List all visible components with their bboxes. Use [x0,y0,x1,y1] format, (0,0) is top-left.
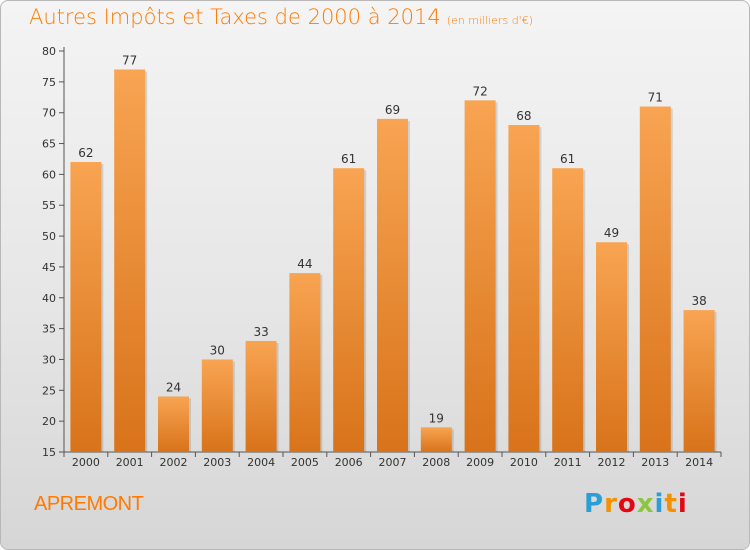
data-label: 62 [78,146,93,160]
x-tick-label: 2006 [335,456,363,469]
data-label: 49 [604,226,619,240]
y-tick-label: 30 [42,353,56,366]
data-label: 61 [341,152,356,166]
bar [377,118,408,452]
x-tick-label: 2001 [116,456,144,469]
chart-subtitle: (en milliers d'€) [446,14,533,27]
proxiti-logo: Proxiti [584,489,688,519]
bar [201,359,233,452]
x-tick-label: 2003 [203,456,231,469]
x-tick-label: 2004 [247,456,275,469]
data-label: 33 [253,325,268,339]
y-tick-label: 75 [42,76,56,89]
logo-letter: r [604,489,618,519]
chart-title-text: Autres Impôts et Taxes de 2000 à 2014 [29,5,441,29]
x-tick-label: 2010 [510,456,538,469]
logo-letter: x [636,489,655,519]
x-tick-label: 2013 [641,456,669,469]
bar [508,125,540,453]
logo-letter: o [617,489,637,519]
bar [552,168,584,452]
x-tick-label: 2008 [422,456,450,469]
logo-letter: i [654,489,665,519]
x-tick-label: 2012 [598,456,626,469]
bar [420,427,452,452]
data-label: 24 [166,380,181,394]
y-tick-label: 25 [42,384,56,397]
logo-letter: i [677,489,688,519]
x-tick-label: 2005 [291,456,319,469]
x-tick-label: 2000 [72,456,100,469]
bar [639,106,671,453]
data-label: 71 [648,91,663,105]
x-tick-label: 2007 [379,456,407,469]
bar [245,340,277,452]
bar [596,242,627,452]
y-tick-label: 65 [42,138,56,151]
y-tick-label: 80 [42,45,56,58]
bar [464,100,496,452]
commune-name: APREMONT [34,493,144,515]
y-tick-label: 15 [42,446,56,459]
data-label: 38 [691,294,706,308]
bar [683,310,715,452]
bar [333,168,365,452]
data-label: 69 [385,103,400,117]
y-tick-label: 40 [42,292,56,305]
data-label: 19 [429,411,444,425]
data-label: 77 [122,54,137,68]
x-tick-label: 2011 [554,456,582,469]
y-tick-label: 45 [42,261,56,274]
x-tick-label: 2014 [685,456,713,469]
bar [158,396,189,452]
data-label: 72 [472,84,487,98]
bar [289,273,321,452]
bar [114,69,146,452]
y-tick-label: 35 [42,323,56,336]
data-label: 44 [297,257,312,271]
y-tick-label: 50 [42,230,56,243]
logo-letter: P [584,489,605,519]
x-tick-label: 2002 [160,456,188,469]
x-tick-label: 2009 [466,456,494,469]
data-label: 68 [516,109,531,123]
data-label: 61 [560,152,575,166]
chart-title: Autres Impôts et Taxes de 2000 à 2014 (en… [29,5,533,29]
logo-letter: t [664,489,678,519]
data-label: 30 [210,343,225,357]
y-tick-label: 70 [42,107,56,120]
y-tick-label: 55 [42,199,56,212]
y-tick-label: 20 [42,415,56,428]
y-tick-label: 60 [42,168,56,181]
bar [70,162,102,453]
